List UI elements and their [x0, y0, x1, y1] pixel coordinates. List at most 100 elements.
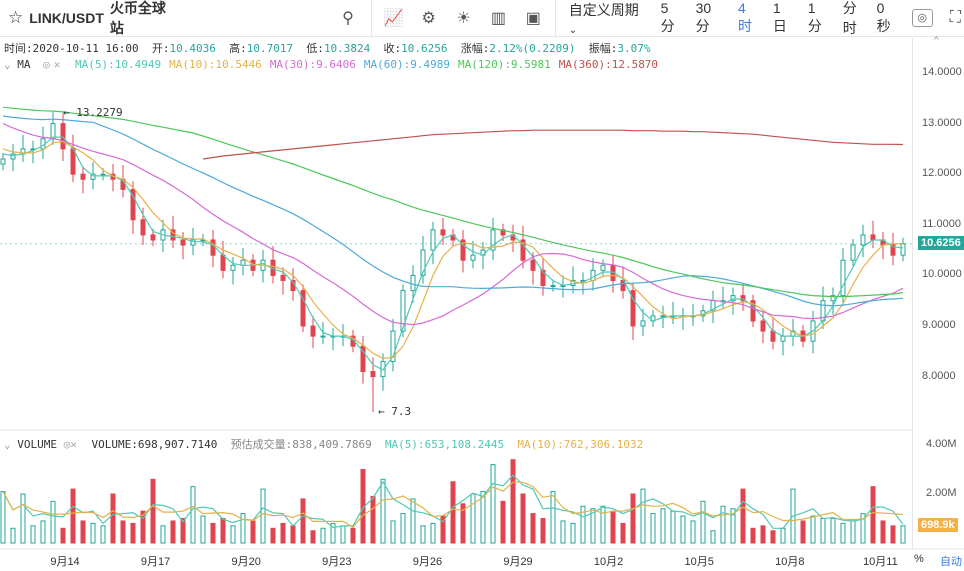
chart-type-icon[interactable]: ▣	[525, 10, 541, 27]
candle	[660, 315, 666, 318]
volume-bar	[680, 515, 686, 544]
candle	[740, 295, 746, 302]
volume-bar	[520, 493, 526, 544]
settings-icon[interactable]: ◎	[63, 438, 71, 451]
min-price-annotation: ← 7.3	[378, 405, 412, 418]
period-5m[interactable]: 5分	[660, 0, 675, 34]
period-timeline[interactable]: 分时	[842, 0, 857, 36]
volume-bar	[150, 478, 156, 544]
volume-bar	[720, 505, 726, 544]
candle	[850, 244, 856, 261]
collapse-icon[interactable]: ⌄	[4, 438, 11, 451]
candle	[640, 320, 646, 327]
volume-bar	[740, 488, 746, 544]
volume-bar	[890, 525, 896, 544]
volume-bar	[570, 522, 576, 544]
candle	[80, 173, 86, 180]
close-icon[interactable]: ✕	[70, 438, 77, 451]
percent-toggle[interactable]: %	[914, 553, 924, 565]
volume-bar	[510, 459, 516, 544]
symbol-selector[interactable]: ☆ LINK/USDT 火币全球站	[0, 0, 181, 37]
candle	[100, 173, 106, 176]
volume-bar	[780, 527, 786, 544]
amplitude-label: 振幅:	[588, 42, 618, 55]
volume-bar	[500, 500, 506, 544]
candle	[890, 244, 896, 256]
candle	[630, 290, 636, 327]
close-value: 10.6256	[401, 42, 448, 55]
volume-bar	[880, 520, 886, 544]
volume-bar	[380, 478, 386, 544]
volume-bar	[550, 491, 556, 544]
volume-bar	[390, 520, 396, 544]
volume-bar	[900, 525, 906, 544]
volume-bar	[50, 500, 56, 544]
volume-bar	[220, 518, 226, 544]
price-tick-label: 10.0000	[922, 268, 962, 281]
volume-bar	[260, 488, 266, 544]
volume-bar	[40, 520, 46, 544]
price-axis[interactable]: ⌃	[912, 34, 964, 550]
candle	[320, 335, 326, 338]
gear-icon[interactable]: ⚙	[421, 10, 436, 27]
candle	[60, 123, 66, 150]
date-tick-label: 9月17	[140, 556, 171, 568]
volume-bar	[560, 520, 566, 544]
collapse-icon[interactable]: ⌄	[4, 58, 11, 71]
volume-bar	[140, 510, 146, 544]
star-icon[interactable]: ☆	[8, 8, 24, 27]
candle	[750, 300, 756, 322]
volume-bar	[760, 525, 766, 544]
period-4h[interactable]: 4时	[737, 0, 752, 34]
auto-scale-toggle[interactable]: 自动	[940, 556, 962, 568]
candle	[180, 239, 186, 246]
period-30m[interactable]: 30分	[695, 0, 712, 34]
volume-bar	[160, 525, 166, 544]
low-label: 低:	[306, 42, 324, 55]
candle	[390, 330, 396, 362]
candle	[360, 345, 366, 373]
custom-period-dropdown[interactable]: 自定义周期 ⌄	[562, 0, 654, 36]
layout-icon[interactable]: ▥	[490, 10, 507, 27]
volume-bar	[730, 508, 736, 544]
indicator-icon[interactable]: 📈	[383, 10, 404, 27]
volume-bar	[690, 520, 696, 544]
volume-bar	[580, 505, 586, 544]
scroll-up-icon[interactable]: ⌃	[933, 34, 940, 47]
date-tick-label: 9月29	[503, 556, 533, 568]
search-icon[interactable]: ⚲	[342, 10, 354, 27]
close-icon[interactable]: ✕	[53, 58, 61, 71]
candle	[300, 290, 306, 327]
settings-icon[interactable]: ◎	[43, 58, 50, 71]
candle	[550, 285, 556, 288]
time-value: 2020-10-11 16:00	[32, 42, 139, 55]
price-tick-label: 12.0000	[922, 167, 962, 180]
date-tick-label: 10月2	[593, 556, 624, 568]
volume-bar	[20, 493, 26, 544]
theme-sun-icon[interactable]: ☀	[456, 10, 471, 27]
volume-bar	[820, 518, 826, 544]
candle	[590, 269, 596, 281]
candle	[830, 295, 836, 302]
candle	[190, 239, 196, 246]
volume-ma5-line	[2, 474, 904, 529]
fullscreen-icon[interactable]: ⛶	[949, 9, 961, 26]
volume-bar	[0, 491, 6, 544]
estimated-volume: 预估成交量:838,409.7869	[230, 438, 372, 451]
countdown-timer: 0秒	[876, 0, 891, 34]
volume-bar	[270, 527, 276, 544]
amplitude-value: 3.07%	[617, 42, 651, 55]
candle	[170, 229, 176, 241]
ma-legend-item: MA(60):9.4989	[363, 58, 450, 71]
candle	[150, 234, 156, 241]
volume-bar	[370, 495, 376, 544]
period-1m[interactable]: 1分	[807, 0, 822, 34]
period-1d[interactable]: 1日	[772, 0, 787, 34]
volume-bar	[600, 505, 606, 544]
candle	[620, 279, 626, 292]
ma-line	[2, 106, 904, 298]
candle	[470, 254, 476, 261]
camera-icon[interactable]: ◎	[911, 9, 933, 27]
volume-value: VOLUME:698,907.7140	[91, 438, 218, 451]
